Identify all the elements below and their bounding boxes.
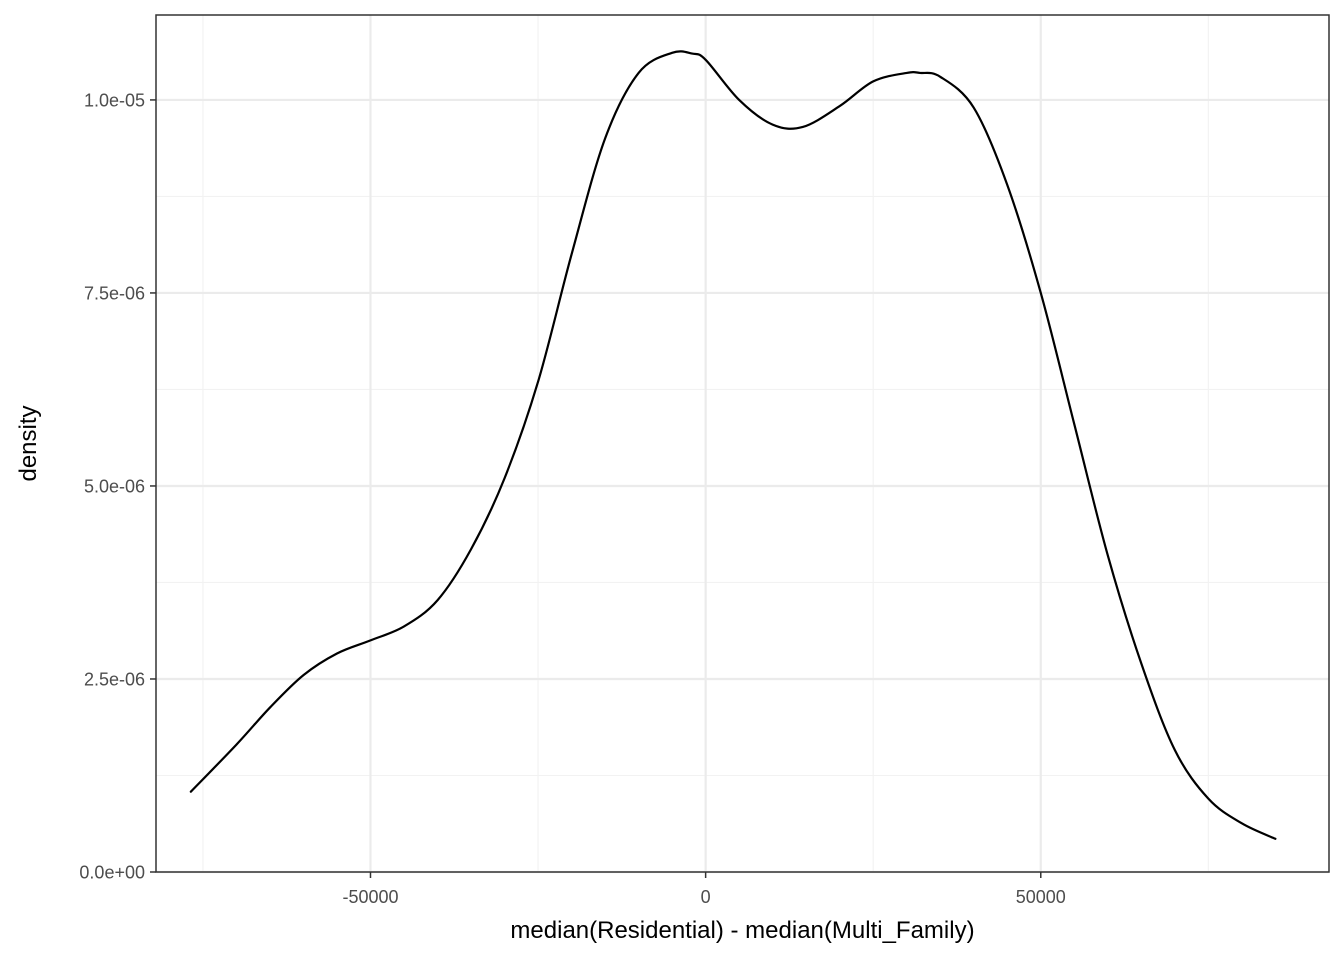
y-tick-label: 5.0e-06	[84, 476, 145, 496]
plot-panel-border	[155, 14, 1330, 873]
major-gridlines	[156, 15, 1329, 874]
y-tick-label: 1.0e-05	[84, 90, 145, 110]
y-axis-ticks: 0.0e+00 2.5e-06 5.0e-06 7.5e-06 1.0e-05	[79, 90, 156, 883]
y-tick-label: 2.5e-06	[84, 669, 145, 689]
x-axis-ticks: -50000 0 50000	[342, 872, 1066, 907]
x-tick-label: -50000	[342, 887, 398, 907]
minor-gridlines	[156, 15, 1329, 872]
y-tick-label: 7.5e-06	[84, 283, 145, 303]
density-curve	[189, 50, 1277, 840]
x-axis-title: median(Residential) - median(Multi_Famil…	[510, 917, 974, 944]
x-tick-label: 50000	[1016, 887, 1066, 907]
y-tick-label: 0.0e+00	[79, 863, 145, 883]
y-axis-title: density	[15, 405, 42, 481]
x-tick-label: 0	[701, 887, 711, 907]
